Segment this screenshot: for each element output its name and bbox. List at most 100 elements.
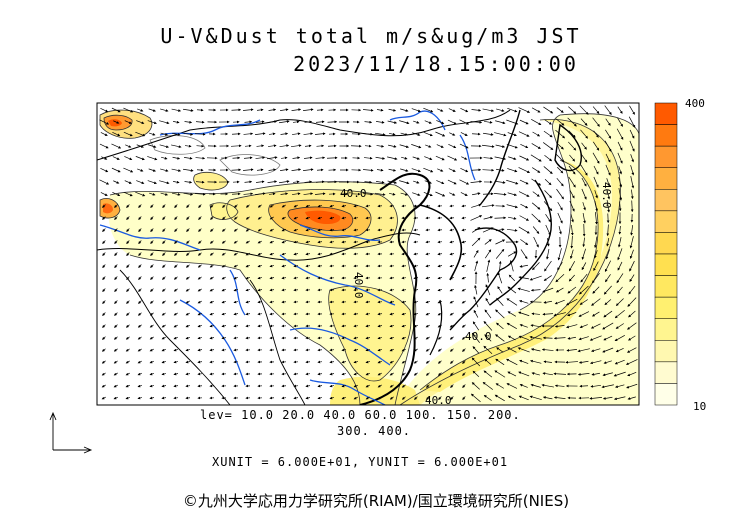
wind-arrow xyxy=(174,240,178,244)
wind-arrow xyxy=(112,192,121,197)
wind-arrow xyxy=(125,372,130,376)
wind-arrow xyxy=(582,213,586,224)
wind-arrow xyxy=(399,180,410,185)
wind-arrow xyxy=(627,322,637,330)
wind-arrow xyxy=(497,286,503,294)
wind-arrow xyxy=(305,276,311,280)
wind-arrow xyxy=(102,288,106,293)
wind-arrow xyxy=(436,120,445,125)
wind-arrow xyxy=(293,204,298,208)
wind-arrow xyxy=(280,132,289,136)
wind-arrow xyxy=(617,248,623,261)
wind-arrow xyxy=(245,300,251,304)
wind-arrow xyxy=(197,288,202,292)
wind-arrow xyxy=(425,348,430,352)
wind-arrow xyxy=(630,154,634,163)
wind-arrow xyxy=(581,248,586,260)
wind-arrow xyxy=(471,132,481,136)
wind-arrow xyxy=(114,276,118,281)
wind-arrow xyxy=(568,141,577,151)
wind-arrow xyxy=(496,108,505,112)
wind-arrow xyxy=(520,203,529,209)
wind-arrow xyxy=(125,324,130,328)
wind-arrow xyxy=(555,153,565,163)
wind-arrow xyxy=(303,156,313,160)
wind-arrow xyxy=(279,180,290,184)
wind-arrow xyxy=(533,236,539,248)
wind-arrow xyxy=(449,288,454,292)
wind-arrow xyxy=(389,396,394,400)
wind-arrow xyxy=(233,300,239,304)
wind-arrow xyxy=(126,300,130,304)
wind-arrow xyxy=(486,259,491,272)
wind-arrow xyxy=(530,154,542,162)
wind-arrow xyxy=(161,288,166,292)
wind-arrow xyxy=(591,348,601,353)
wind-arrow xyxy=(592,106,600,114)
wind-arrow xyxy=(326,156,338,160)
wind-arrow xyxy=(581,142,587,150)
wind-arrow xyxy=(137,324,142,328)
wind-arrow xyxy=(171,168,182,172)
wind-arrow xyxy=(437,312,442,316)
wind-arrow xyxy=(185,360,191,364)
wind-arrow xyxy=(435,155,445,161)
wind-arrow xyxy=(484,249,492,259)
wind-arrow xyxy=(245,228,250,232)
wind-arrow xyxy=(411,108,421,113)
wind-arrow xyxy=(423,167,434,173)
wind-arrow xyxy=(173,300,178,304)
wind-arrow xyxy=(614,359,625,365)
wind-arrow xyxy=(590,323,601,329)
wind-arrow xyxy=(438,396,442,400)
wind-arrow xyxy=(126,276,130,281)
wind-arrow xyxy=(244,120,253,124)
wind-arrow xyxy=(605,129,612,139)
wind-arrow xyxy=(136,180,145,184)
wind-arrow xyxy=(329,372,335,376)
wind-arrow xyxy=(460,132,468,136)
wind-arrow xyxy=(578,360,589,364)
wind-arrow xyxy=(305,216,310,220)
wind-arrow xyxy=(365,396,370,400)
wind-arrow xyxy=(437,336,442,340)
wind-arrow xyxy=(593,176,599,188)
wind-arrow xyxy=(554,324,565,328)
wind-arrow xyxy=(150,288,154,292)
wind-arrow xyxy=(413,288,419,292)
wind-arrow xyxy=(542,287,554,293)
colorbar-swatch xyxy=(654,145,678,168)
wind-arrow xyxy=(520,239,529,246)
wind-arrow xyxy=(461,300,466,304)
wind-arrow xyxy=(375,132,386,136)
wind-arrow xyxy=(269,240,274,244)
wind-arrow xyxy=(291,144,302,148)
wind-arrow xyxy=(618,188,623,201)
wind-arrow xyxy=(101,348,106,352)
wind-arrow xyxy=(437,168,444,172)
wind-arrow xyxy=(518,167,531,173)
wind-arrow xyxy=(437,300,442,304)
wind-arrow xyxy=(316,168,324,172)
wind-arrow xyxy=(449,336,454,340)
wind-arrow xyxy=(231,192,241,196)
wind-arrow xyxy=(494,156,507,161)
wind-arrow xyxy=(603,335,613,341)
wind-arrow xyxy=(184,120,193,124)
wind-arrow xyxy=(411,168,421,173)
wind-arrow xyxy=(449,264,455,268)
wind-arrow xyxy=(293,264,299,268)
wind-arrow xyxy=(483,132,494,136)
wind-arrow xyxy=(233,216,238,220)
wind-arrow xyxy=(449,240,455,244)
wind-arrow xyxy=(293,240,299,244)
wind-arrow xyxy=(425,300,430,304)
wind-arrow xyxy=(555,287,564,293)
wind-arrow xyxy=(114,288,118,293)
wind-arrow xyxy=(173,324,178,328)
wind-arrow xyxy=(508,274,515,282)
wind-arrow xyxy=(257,240,262,244)
wind-arrow xyxy=(437,324,442,328)
wind-arrow xyxy=(329,240,335,244)
wind-arrow xyxy=(387,120,398,124)
